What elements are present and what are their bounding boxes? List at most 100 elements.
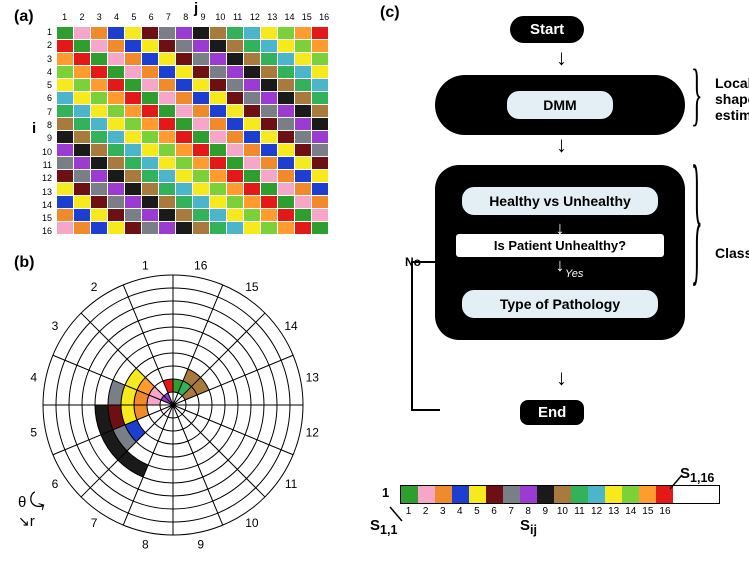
matrix-cell	[295, 144, 312, 157]
matrix-cell	[312, 222, 329, 235]
matrix-cell	[295, 131, 312, 144]
matrix-cell	[244, 53, 261, 66]
matrix-cell	[278, 157, 295, 170]
axis-i: i	[32, 120, 36, 137]
matrix-cell	[227, 209, 244, 222]
colorbar-cell	[503, 486, 520, 503]
matrix-cell	[295, 170, 312, 183]
matrix-cell	[91, 40, 108, 53]
matrix-cell	[125, 105, 142, 118]
matrix-cell	[57, 118, 74, 131]
matrix-cell	[261, 92, 278, 105]
matrix-cell	[295, 27, 312, 40]
matrix-cell	[261, 222, 278, 235]
matrix-cell	[261, 170, 278, 183]
matrix-cell	[278, 66, 295, 79]
matrix-cell	[193, 183, 210, 196]
fc-dmm: DMM	[505, 89, 615, 121]
matrix-cell	[210, 144, 227, 157]
svg-text:5: 5	[30, 426, 37, 440]
matrix-cell	[125, 209, 142, 222]
svg-text:6: 6	[52, 477, 59, 491]
matrix-cell	[91, 66, 108, 79]
matrix-cell	[125, 40, 142, 53]
matrix-cell	[227, 40, 244, 53]
matrix-cell	[142, 157, 159, 170]
matrix-cell	[193, 196, 210, 209]
matrix-cell	[295, 209, 312, 222]
svg-text:15: 15	[245, 280, 259, 294]
matrix-cell	[108, 40, 125, 53]
matrix-cell	[312, 92, 329, 105]
matrix-cell	[244, 118, 261, 131]
matrix-cell	[227, 105, 244, 118]
matrix-cell	[193, 209, 210, 222]
matrix-cell	[176, 222, 193, 235]
matrix-cell	[227, 27, 244, 40]
matrix-cell	[125, 144, 142, 157]
row-index: 1	[382, 485, 389, 500]
matrix-cell	[278, 92, 295, 105]
matrix-cell	[193, 92, 210, 105]
matrix-cell	[295, 92, 312, 105]
matrix-cell	[227, 157, 244, 170]
svg-text:9: 9	[197, 537, 204, 551]
matrix-cell	[295, 40, 312, 53]
matrix-cell	[312, 105, 329, 118]
matrix-cell	[312, 209, 329, 222]
matrix-cell	[193, 157, 210, 170]
colorbar: 1 12345678910111213141516 S1,1 Sij S1,16	[400, 485, 720, 517]
brace-icon: }	[691, 55, 703, 135]
matrix-cell	[159, 196, 176, 209]
matrix-cell	[210, 183, 227, 196]
no-path-line	[410, 250, 440, 420]
matrix-cell	[125, 157, 142, 170]
matrix-cell	[244, 144, 261, 157]
matrix-cell	[159, 144, 176, 157]
matrix-cell	[176, 79, 193, 92]
matrix-cell	[278, 183, 295, 196]
matrix-cell	[227, 131, 244, 144]
matrix-cell	[244, 209, 261, 222]
matrix-cell	[74, 66, 91, 79]
matrix-cell	[244, 183, 261, 196]
matrix-cell	[108, 66, 125, 79]
matrix-cell	[312, 157, 329, 170]
svg-text:3: 3	[52, 319, 59, 333]
svg-text:11: 11	[285, 477, 298, 491]
matrix-cell	[261, 196, 278, 209]
matrix-cell	[193, 118, 210, 131]
svg-text:10: 10	[245, 516, 259, 530]
svg-text:7: 7	[91, 516, 98, 530]
colorbar-cell	[622, 486, 639, 503]
matrix-cell	[227, 92, 244, 105]
matrix-cell	[125, 27, 142, 40]
matrix-cell	[108, 27, 125, 40]
matrix-cell	[312, 40, 329, 53]
polar-svg: 12345678910111213141516	[18, 260, 328, 560]
matrix-cell	[159, 105, 176, 118]
matrix-cell	[176, 92, 193, 105]
matrix-cell	[210, 222, 227, 235]
matrix-cell	[278, 79, 295, 92]
matrix-cell	[159, 66, 176, 79]
matrix-cell	[159, 27, 176, 40]
matrix-cell	[91, 118, 108, 131]
matrix-cell	[125, 170, 142, 183]
colorbar-cell	[469, 486, 486, 503]
matrix-cell	[159, 131, 176, 144]
matrix-cell	[261, 40, 278, 53]
matrix-cell	[108, 170, 125, 183]
matrix-cell	[108, 105, 125, 118]
matrix-cell	[125, 79, 142, 92]
matrix-cell	[210, 157, 227, 170]
panel-b-polar: (b) 12345678910111213141516 θ⤻ ↘r	[18, 260, 348, 570]
colorbar-labels: 12345678910111213141516	[400, 506, 720, 517]
matrix-cell	[193, 79, 210, 92]
pointer-line	[668, 473, 688, 493]
matrix-cell	[312, 170, 329, 183]
matrix-cell	[142, 92, 159, 105]
arrow-icon: ↓	[556, 45, 567, 71]
matrix-cell	[74, 27, 91, 40]
arrow-icon: ↓	[556, 365, 567, 391]
